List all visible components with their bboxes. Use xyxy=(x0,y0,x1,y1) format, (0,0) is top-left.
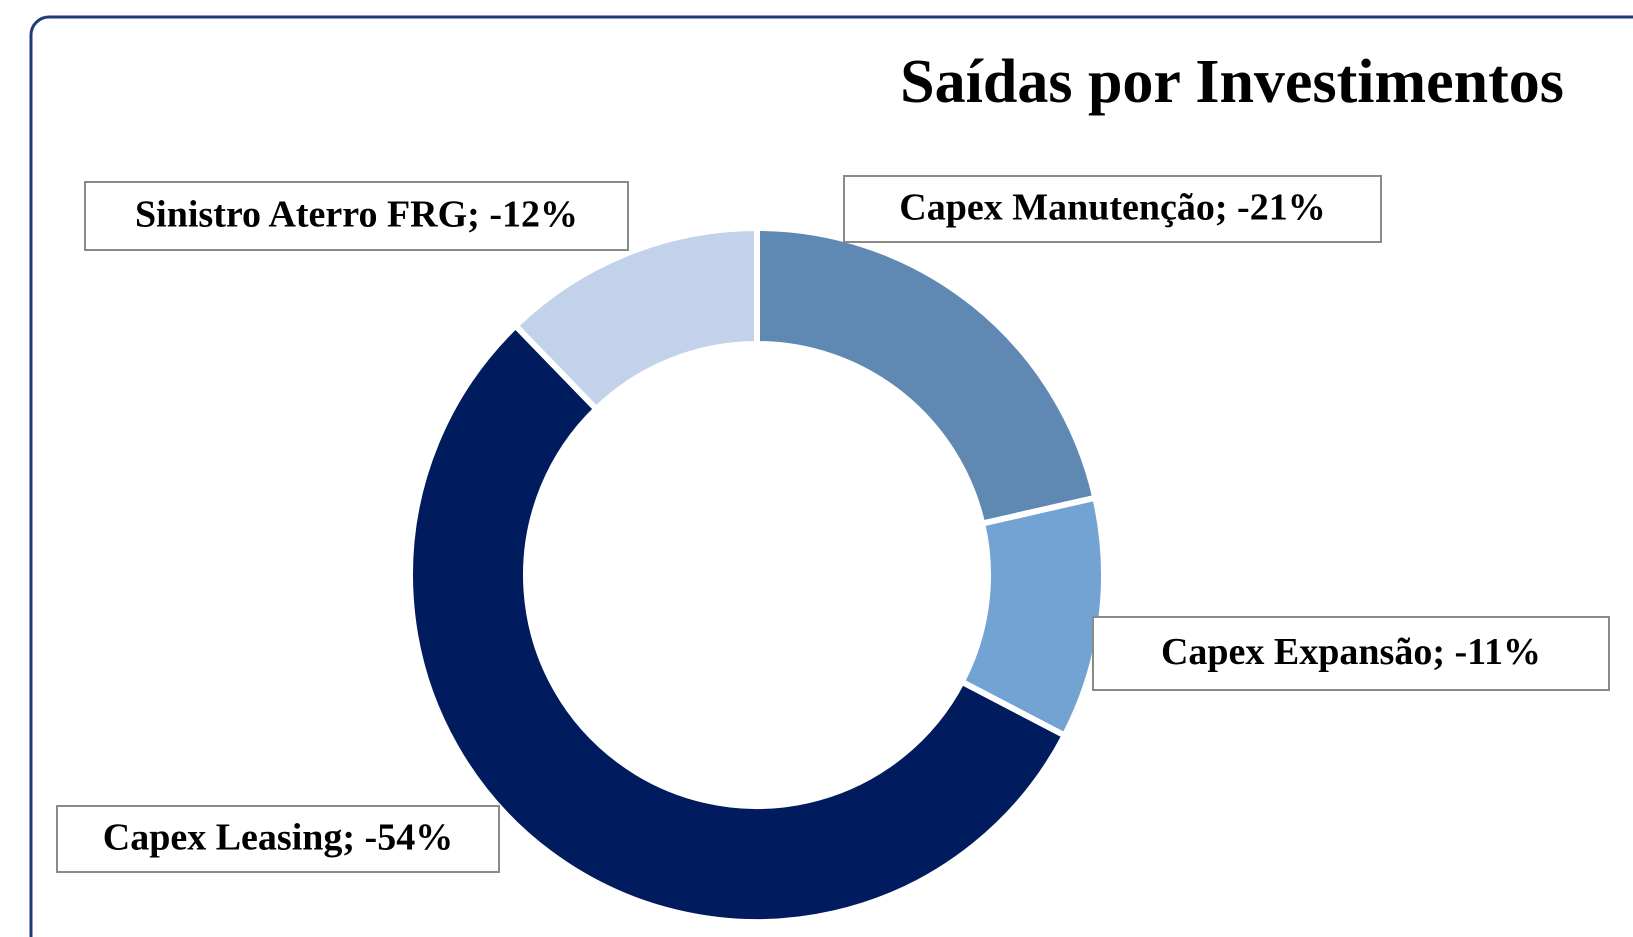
label-box xyxy=(843,175,1382,243)
data-label: Capex Expansão; -11% xyxy=(1161,631,1541,673)
data-label: Capex Manutenção; -21% xyxy=(899,187,1325,229)
label-box xyxy=(84,181,629,251)
chart-title: Saídas por Investimentos xyxy=(900,48,1564,116)
label-box xyxy=(56,805,500,873)
donut-slice xyxy=(407,321,1069,925)
data-label: Sinistro Aterro FRG; -12% xyxy=(135,194,578,236)
data-label: Capex Leasing; -54% xyxy=(103,817,453,859)
label-box xyxy=(1092,616,1610,691)
donut-slice xyxy=(754,224,1099,528)
donut-slice xyxy=(511,224,760,414)
